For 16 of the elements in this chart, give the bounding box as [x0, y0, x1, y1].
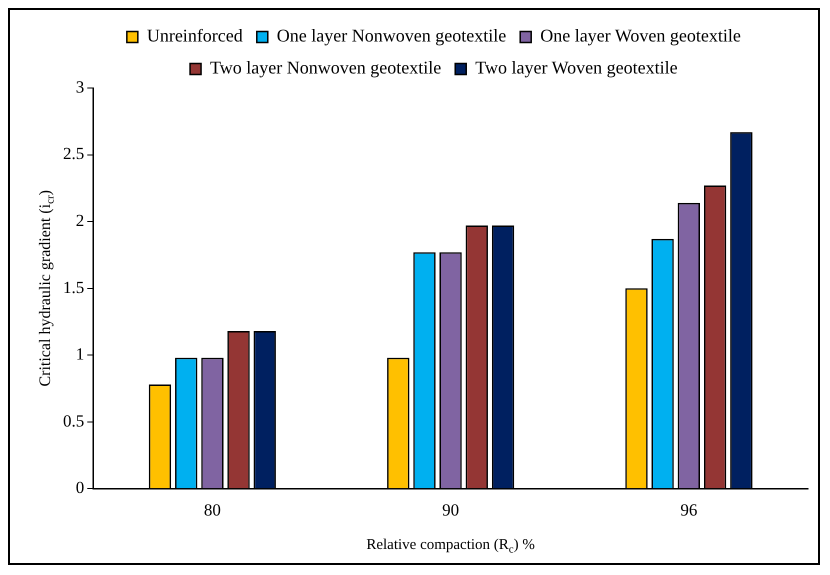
legend-label: Unreinforced [146, 26, 243, 46]
y-tick-label: 1 [76, 344, 84, 364]
y-tick-label: 0 [76, 478, 84, 498]
x-tick-label: 90 [442, 500, 460, 520]
legend-label: Two layer Nonwoven geotextile [210, 58, 442, 78]
x-tick-label: 80 [204, 500, 221, 520]
x-tick-label: 96 [680, 500, 698, 520]
y-axis-title: Critical hydraulic gradient (icr) [37, 190, 57, 387]
legend-label: Two layer Woven geotextile [475, 58, 678, 78]
y-tick-label: 1.5 [63, 278, 84, 297]
y-tick-label: 0.5 [63, 411, 84, 430]
y-tick-label: 3 [76, 77, 84, 96]
legend-label: One layer Woven geotextile [540, 26, 741, 46]
y-tick-label: 2 [76, 211, 84, 230]
legend-label: One layer Nonwoven geotextile [276, 26, 506, 46]
y-tick-label: 2.5 [63, 144, 84, 164]
